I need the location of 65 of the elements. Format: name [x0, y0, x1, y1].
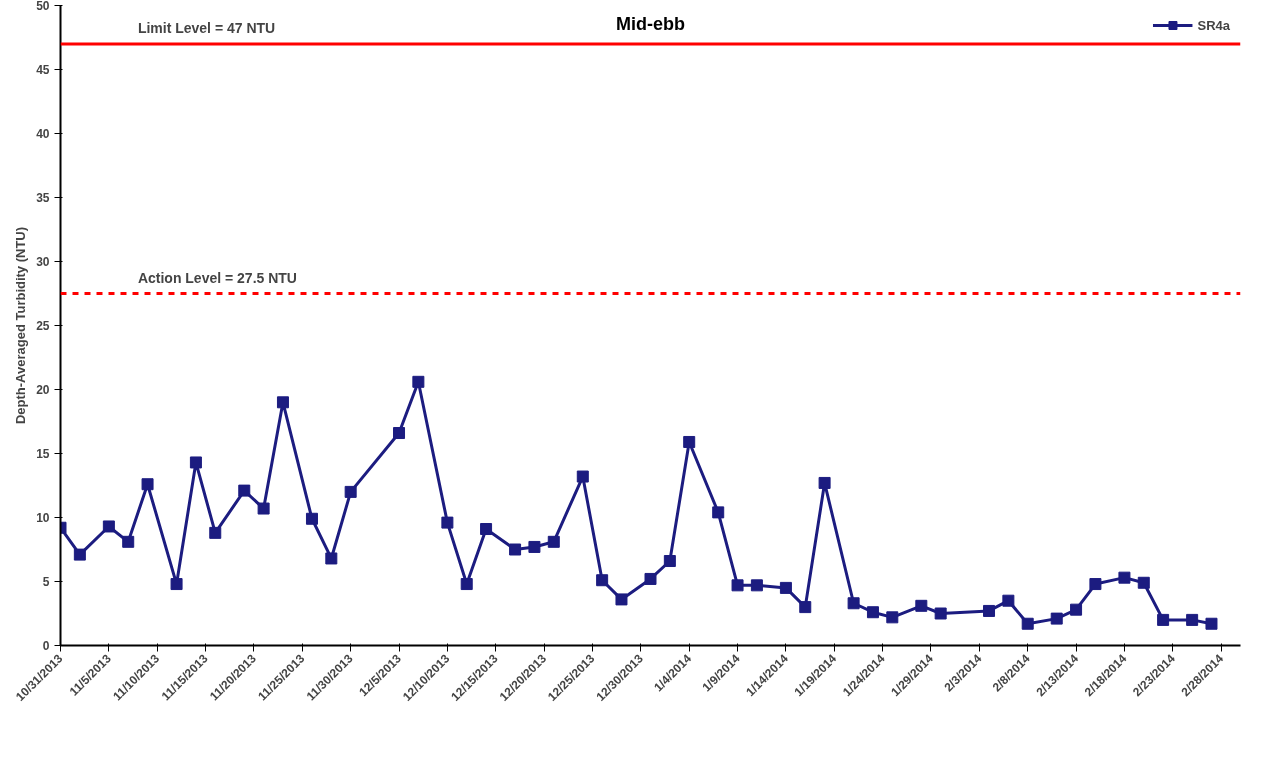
point — [615, 593, 628, 606]
point — [915, 599, 928, 612]
point — [779, 581, 792, 594]
chart-title: Mid-ebb — [616, 13, 686, 34]
point — [818, 476, 831, 489]
y-tick-label: 35 — [36, 191, 50, 205]
y-tick-label: 25 — [36, 319, 50, 333]
point — [663, 555, 676, 568]
point — [441, 516, 454, 529]
point — [412, 375, 425, 388]
point — [276, 396, 289, 409]
y-tick-label: 40 — [36, 127, 50, 141]
point — [799, 601, 812, 614]
point — [1050, 612, 1063, 625]
point — [1157, 613, 1170, 626]
point — [576, 470, 589, 483]
point — [238, 484, 251, 497]
y-tick-label: 0 — [42, 639, 50, 653]
y-tick-label: 15 — [36, 447, 50, 461]
point — [644, 572, 657, 585]
point — [750, 579, 763, 592]
point — [141, 478, 154, 491]
point — [393, 427, 406, 440]
point — [460, 578, 473, 591]
point — [547, 535, 560, 548]
point — [983, 604, 996, 617]
y-tick-label: 45 — [36, 63, 50, 77]
point — [731, 579, 744, 592]
point — [866, 606, 879, 619]
point — [1089, 578, 1102, 591]
point — [1137, 576, 1150, 589]
point — [1070, 603, 1083, 616]
point — [886, 611, 899, 624]
y-axis-title: Depth-Averaged Turbidity (NTU) — [13, 226, 29, 425]
point — [1021, 617, 1034, 630]
point — [102, 520, 115, 533]
point — [325, 552, 338, 565]
ref-line-label: Action Level = 27.5 NTU — [137, 269, 297, 286]
y-tick-label: 30 — [36, 255, 50, 269]
point — [305, 512, 318, 525]
ref-line-label: Limit Level = 47 NTU — [137, 19, 276, 36]
point — [73, 548, 86, 561]
point — [209, 526, 222, 539]
y-tick-label: 5 — [42, 575, 50, 589]
point — [683, 435, 696, 448]
point — [528, 540, 541, 553]
point — [257, 502, 270, 515]
point — [509, 543, 522, 556]
point — [934, 607, 947, 620]
point — [1002, 594, 1015, 607]
point — [480, 523, 493, 536]
point — [1118, 571, 1131, 584]
point — [596, 574, 609, 587]
point — [344, 485, 357, 498]
y-tick-label: 20 — [36, 383, 50, 397]
point — [1205, 617, 1218, 630]
point — [170, 578, 183, 591]
point — [847, 597, 860, 610]
point — [189, 456, 202, 469]
legend-label: SR4a — [1197, 17, 1230, 33]
point — [122, 535, 135, 548]
y-tick-label: 10 — [36, 511, 50, 525]
point — [712, 506, 725, 519]
y-tick-label: 50 — [36, 0, 50, 13]
point — [1186, 613, 1199, 626]
